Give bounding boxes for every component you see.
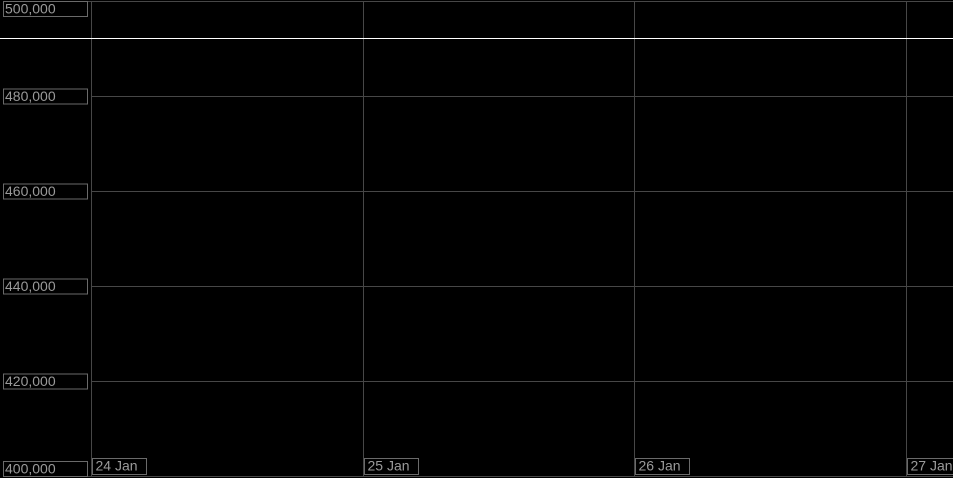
y-tick-box	[3, 183, 88, 200]
y-tick-label: 480,000	[5, 88, 56, 104]
y-tick-label: 440,000	[5, 278, 56, 294]
y-tick-box	[3, 88, 88, 105]
x-tick-box	[907, 458, 953, 475]
x-tick-label: 27 Jan	[911, 458, 953, 474]
y-tick-label: 420,000	[5, 373, 56, 389]
y-tick-label: 460,000	[5, 183, 56, 199]
y-tick-box	[3, 278, 88, 295]
x-tick-box	[92, 458, 147, 475]
y-tick-box	[3, 1, 88, 17]
x-tick-box	[364, 458, 419, 475]
y-tick-box	[3, 373, 88, 390]
x-tick-label: 26 Jan	[639, 458, 681, 474]
x-tick-box	[635, 458, 690, 475]
y-tick-box	[3, 461, 88, 477]
y-tick-label: 400,000	[5, 461, 56, 477]
y-tick-label: 500,000	[5, 1, 56, 17]
x-tick-label: 24 Jan	[96, 458, 138, 474]
x-tick-label: 25 Jan	[368, 458, 410, 474]
